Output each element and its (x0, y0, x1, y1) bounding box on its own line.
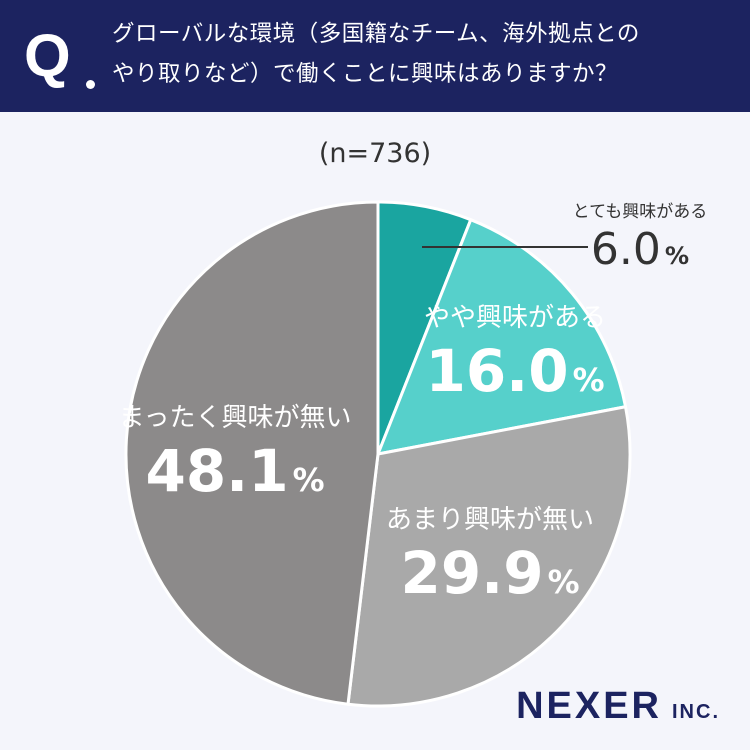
question-line-1: グローバルな環境（多国籍なチーム、海外拠点との (112, 21, 640, 47)
slice-name-somewhat-interested: やや興味がある (423, 303, 606, 333)
logo-main-text: NEXER (516, 685, 662, 727)
value-text-somewhat-interested: 16.0 (425, 337, 569, 405)
value-text-very-interested: 6.0 (590, 224, 661, 275)
percent-sign-not-at-all-interested: % (292, 461, 325, 499)
slice-not-very-interested (346, 405, 632, 708)
slice-value-not-very-interested: 29.9% (365, 544, 615, 602)
slice-value-not-at-all-interested: 48.1% (90, 442, 380, 500)
slice-not-at-all-interested (124, 200, 380, 706)
slice-label-not-at-all-interested: まったく興味が無い 48.1% (90, 400, 380, 500)
slice-name-very-interested: とても興味がある (572, 202, 708, 222)
question-mark-dot (86, 80, 95, 89)
slice-name-not-at-all-interested: まったく興味が無い (118, 403, 352, 433)
logo-sub-text: INC. (672, 701, 720, 723)
slice-label-not-very-interested: あまり興味が無い 29.9% (365, 502, 615, 602)
question-text: グローバルな環境（多国籍なチーム、海外拠点との やり取りなど）で働くことに興味は… (112, 14, 742, 94)
slice-label-very-interested: とても興味がある 6.0% (540, 200, 740, 272)
question-mark-q: Q (24, 22, 71, 89)
question-header: Q グローバルな環境（多国籍なチーム、海外拠点との やり取りなど）で働くことに興… (0, 0, 750, 112)
slice-value-somewhat-interested: 16.0% (400, 342, 630, 400)
value-text-not-very-interested: 29.9 (400, 539, 544, 607)
slice-value-very-interested: 6.0% (540, 228, 740, 272)
percent-sign-somewhat-interested: % (572, 361, 605, 399)
company-logo: NEXER INC. (516, 685, 720, 728)
percent-sign-not-very-interested: % (547, 563, 580, 601)
question-line-2: やり取りなど）で働くことに興味はありますか？ (112, 61, 619, 87)
sample-size: (n=736) (318, 138, 432, 169)
slice-somewhat-interested (376, 218, 628, 456)
value-text-not-at-all-interested: 48.1 (145, 437, 289, 505)
slice-name-not-very-interested: あまり興味が無い (385, 505, 594, 535)
slice-label-somewhat-interested: やや興味がある 16.0% (400, 300, 630, 400)
percent-sign-very-interested: % (664, 242, 690, 270)
